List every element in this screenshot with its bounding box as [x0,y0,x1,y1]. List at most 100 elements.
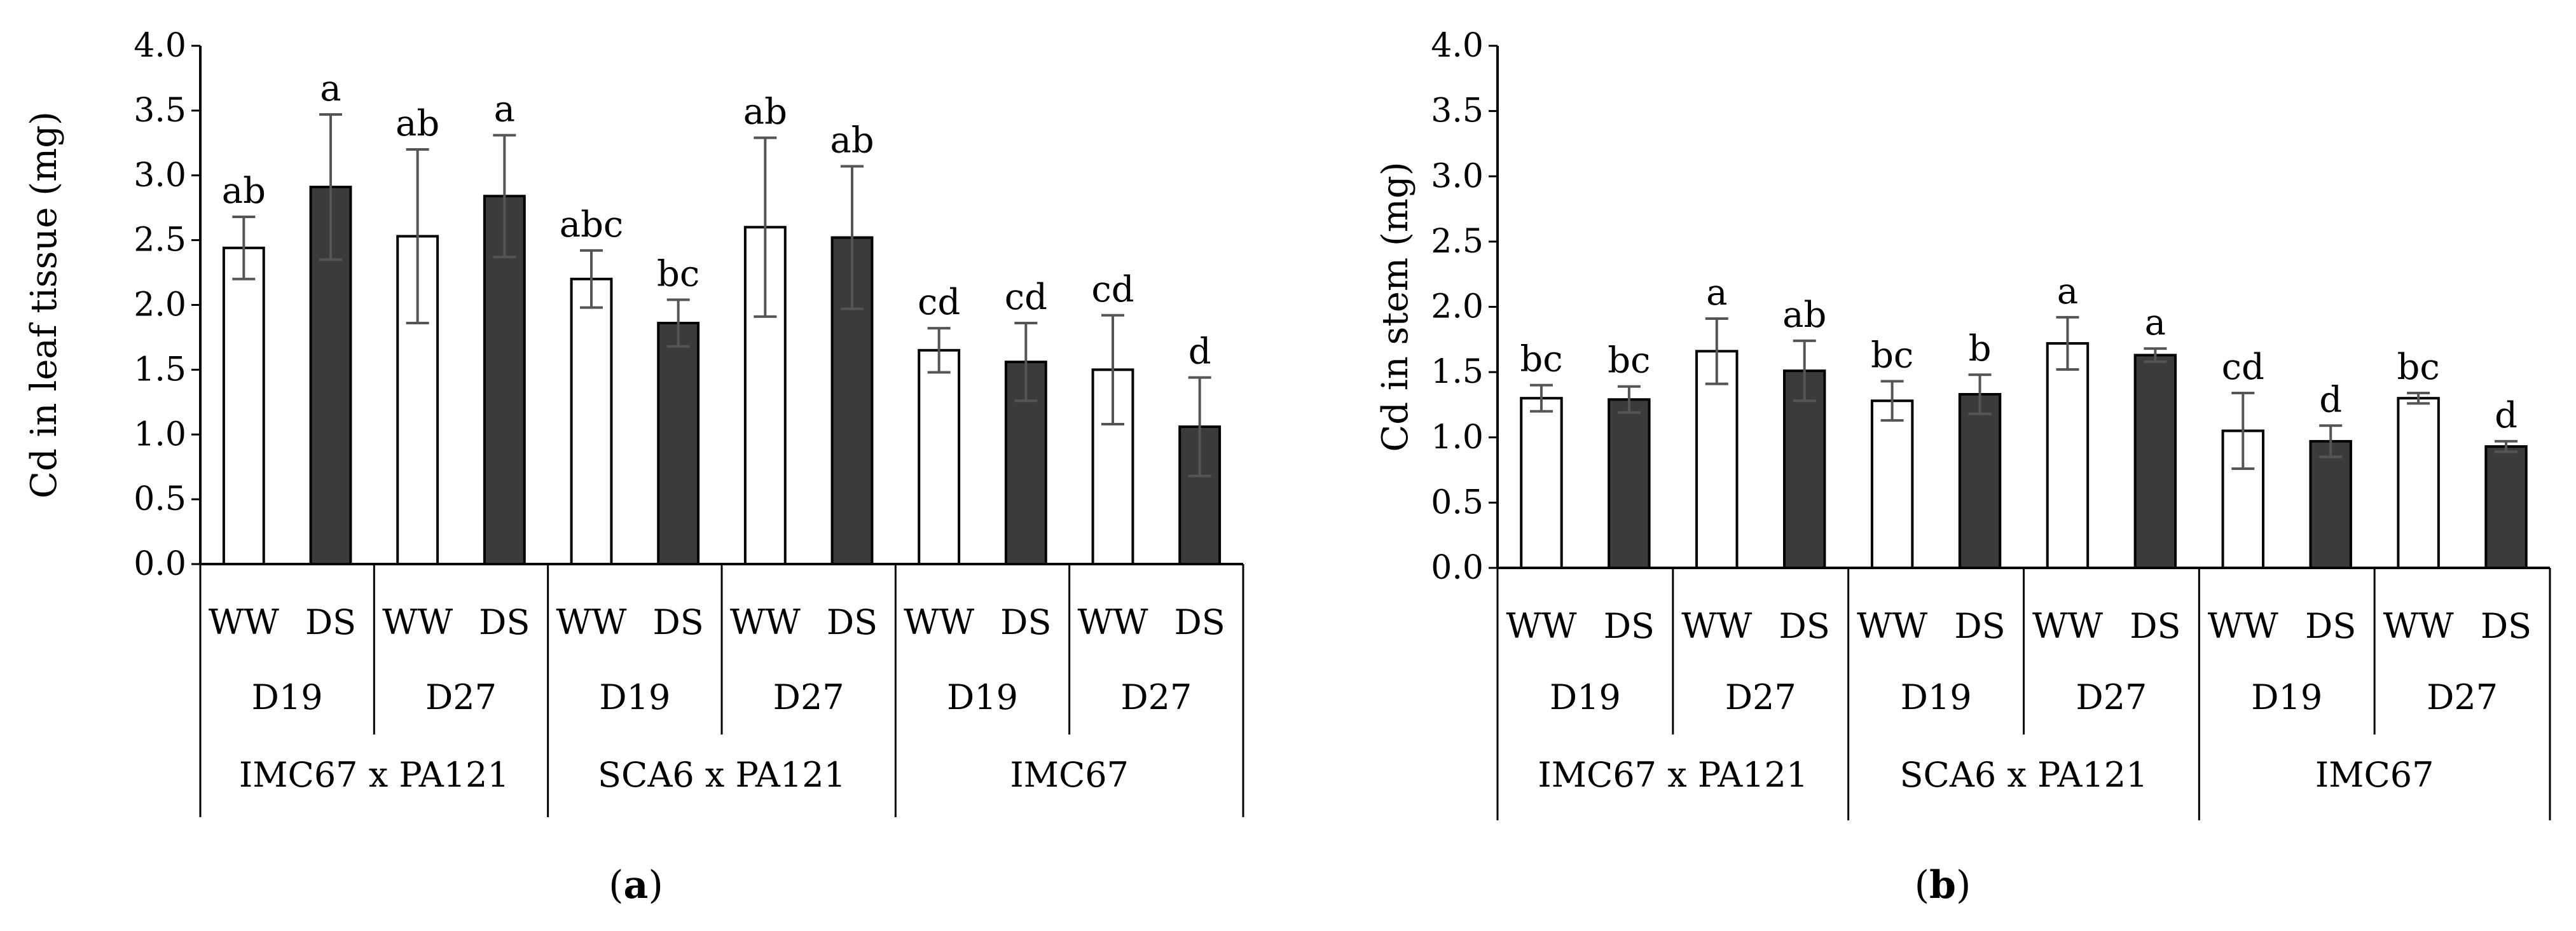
treatment-label: WW [1857,606,1928,646]
significance-letter: cd [918,282,960,323]
bar-ds [1958,393,2002,570]
day-label: D19 [1901,677,1972,717]
significance-letter: cd [2222,347,2264,388]
significance-letter: a [320,68,341,109]
bar-ww [918,348,961,565]
genotype-label: IMC67 [1010,755,1129,795]
significance-letter: a [494,89,515,130]
treatment-label: WW [904,602,975,642]
genotype-label: SCA6 x PA121 [598,755,846,795]
treatment-label: DS [1954,606,2005,646]
genotype-label: IMC67 x PA121 [239,755,509,795]
bar-ds [2309,439,2352,569]
bar-ww [570,277,613,565]
treatment-label: DS [305,602,356,642]
panel-label: (a) [609,863,663,907]
panel-label: (b) [1915,863,1971,907]
treatment-label: WW [209,602,280,642]
bar-ww [1870,399,1914,570]
day-label: D27 [773,677,844,717]
y-tick-label: 3.5 [134,92,186,130]
day-label: D19 [599,677,670,717]
treatment-label: WW [1506,606,1577,646]
bar-ww [1520,397,1563,569]
bar-ww [2397,397,2440,569]
treatment-label: DS [1000,602,1051,642]
y-tick-label: 2.0 [1431,288,1484,326]
treatment-label: WW [1077,602,1148,642]
bar-ds [1608,398,1651,569]
significance-letter: bc [2397,347,2440,388]
treatment-label: DS [2305,606,2356,646]
day-label: D27 [1725,677,1796,717]
treatment-label: WW [2032,606,2104,646]
treatment-label: WW [382,602,453,642]
day-label: D27 [1120,677,1192,717]
y-tick-label: 4.0 [134,27,186,65]
day-label: D19 [252,677,323,717]
y-tick-label: 2.5 [1431,223,1484,261]
significance-letter: a [1706,272,1727,314]
treatment-label: WW [730,602,801,642]
bar-ww [2046,341,2090,569]
y-axis-label: Cd in stem (mg) [1375,162,1416,452]
chart-panel-a: 0.0 0.5 1.0 1.5 2.0 2.5 3.0 3.5 4.0 Cd in leaf ti… [24,27,1244,907]
genotype-label: IMC67 [2315,755,2434,795]
day-label: D19 [2251,677,2322,717]
genotype-label: SCA6 x PA121 [1900,755,2148,795]
significance-letter: cd [1091,269,1134,310]
treatment-label: DS [2130,606,2180,646]
treatment-label: DS [1779,606,1830,646]
genotype-label: IMC67 x PA121 [1538,755,1808,795]
significance-letter: ab [222,170,266,212]
significance-letter: d [2495,395,2517,436]
day-label: D19 [947,677,1018,717]
treatment-label: WW [556,602,627,642]
y-tick-label: 0.5 [134,480,186,518]
y-tick-label: 3.5 [1431,92,1484,130]
y-tick-label: 1.0 [134,415,186,453]
significance-letter: a [2057,271,2078,312]
treatment-label: DS [479,602,530,642]
y-tick-label: 3.0 [134,156,186,195]
significance-letter: a [2145,302,2166,343]
significance-letter: bc [1871,334,1913,376]
day-label: D27 [2427,677,2498,717]
treatment-label: WW [1681,606,1753,646]
bar-ds [2484,445,2528,569]
panel-letter: a [624,863,649,907]
y-tick-label: 1.5 [1431,353,1484,391]
chart-panel-b: 0.0 0.5 1.0 1.5 2.0 2.5 3.0 3.5 4.0 Cd in stem (m… [1375,27,2551,907]
significance-letter: ab [743,92,787,133]
significance-letter: d [1188,331,1211,373]
treatment-label: WW [2383,606,2455,646]
day-label: D19 [1550,677,1621,717]
significance-letter: ab [396,103,439,144]
significance-letter: b [1969,328,1992,369]
y-tick-label: 0.0 [134,545,186,583]
treatment-label: DS [1174,602,1225,642]
bar-ds [1782,369,1826,569]
treatment-label: DS [1604,606,1655,646]
treatment-label: WW [2208,606,2279,646]
significance-letter: abc [560,204,624,245]
bar-ds [2133,354,2177,569]
significance-letter: bc [1608,340,1650,382]
y-tick-label: 2.0 [134,286,186,324]
panel-letter: b [1929,863,1956,907]
treatment-label: DS [653,602,704,642]
bar-ww [222,246,265,565]
significance-letter: bc [1520,339,1562,380]
y-tick-label: 1.5 [134,350,186,389]
treatment-label: DS [827,602,878,642]
significance-letter: ab [1782,294,1826,336]
y-tick-label: 2.5 [134,221,186,259]
y-tick-label: 3.0 [1431,157,1484,195]
y-axis-label: Cd in leaf tissue (mg) [24,111,65,499]
significance-letter: cd [1005,277,1047,318]
bar-ds [657,322,700,565]
y-tick-label: 1.0 [1431,418,1484,457]
significance-letter: bc [657,253,699,294]
significance-letter: d [2319,379,2342,420]
